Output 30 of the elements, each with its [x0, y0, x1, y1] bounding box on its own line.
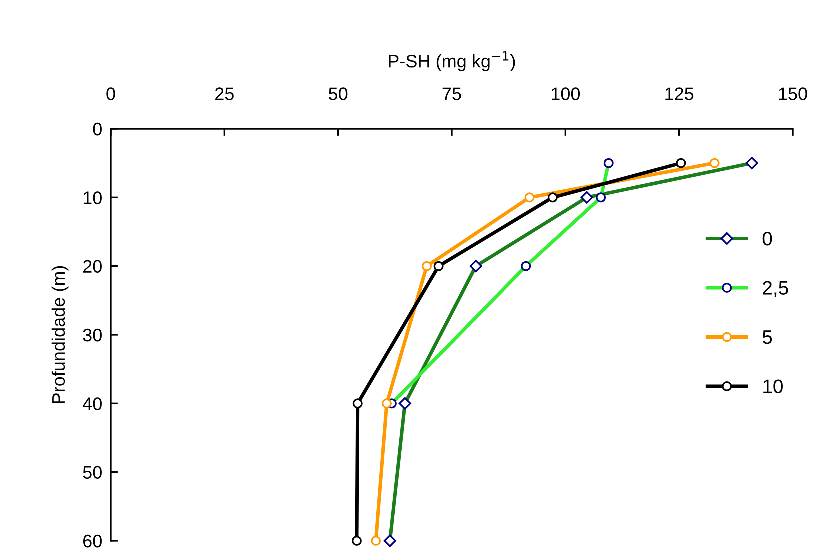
- x-tick-label: 150: [779, 88, 808, 100]
- x-tick-label: 0: [106, 88, 116, 100]
- point: [422, 261, 432, 272]
- legend-label: 10: [764, 380, 783, 394]
- point: [352, 398, 363, 409]
- y-tick-label: 60: [84, 534, 102, 548]
- legend-label: 0: [762, 232, 772, 246]
- x-tick-label: 100: [552, 88, 580, 100]
- point: [434, 261, 444, 272]
- y-tick-label: 20: [83, 260, 102, 274]
- x-tick-label: 50: [329, 88, 348, 100]
- point: [382, 398, 392, 409]
- y-tick-label: 50: [83, 466, 102, 480]
- legend-label: 5: [762, 330, 772, 344]
- y-axis-title: Profundidade (m): [52, 266, 69, 404]
- point: [676, 158, 686, 168]
- point: [524, 192, 535, 203]
- x-axis-title: P-SH (mg kg$^{−1}$): [389, 51, 516, 72]
- x-tick-label: 125: [666, 88, 694, 100]
- point: [352, 536, 362, 546]
- y-tick-label: 30: [83, 328, 102, 342]
- x-tick-label: 25: [216, 88, 234, 100]
- point: [371, 536, 382, 546]
- x-tick-label: 75: [442, 88, 462, 100]
- y-tick-label: 40: [83, 398, 102, 410]
- legend-label: 2,5: [763, 281, 788, 298]
- y-tick-label: 0: [93, 122, 102, 136]
- point: [710, 158, 720, 168]
- point: [548, 192, 558, 203]
- y-tick-label: 10: [84, 192, 102, 204]
